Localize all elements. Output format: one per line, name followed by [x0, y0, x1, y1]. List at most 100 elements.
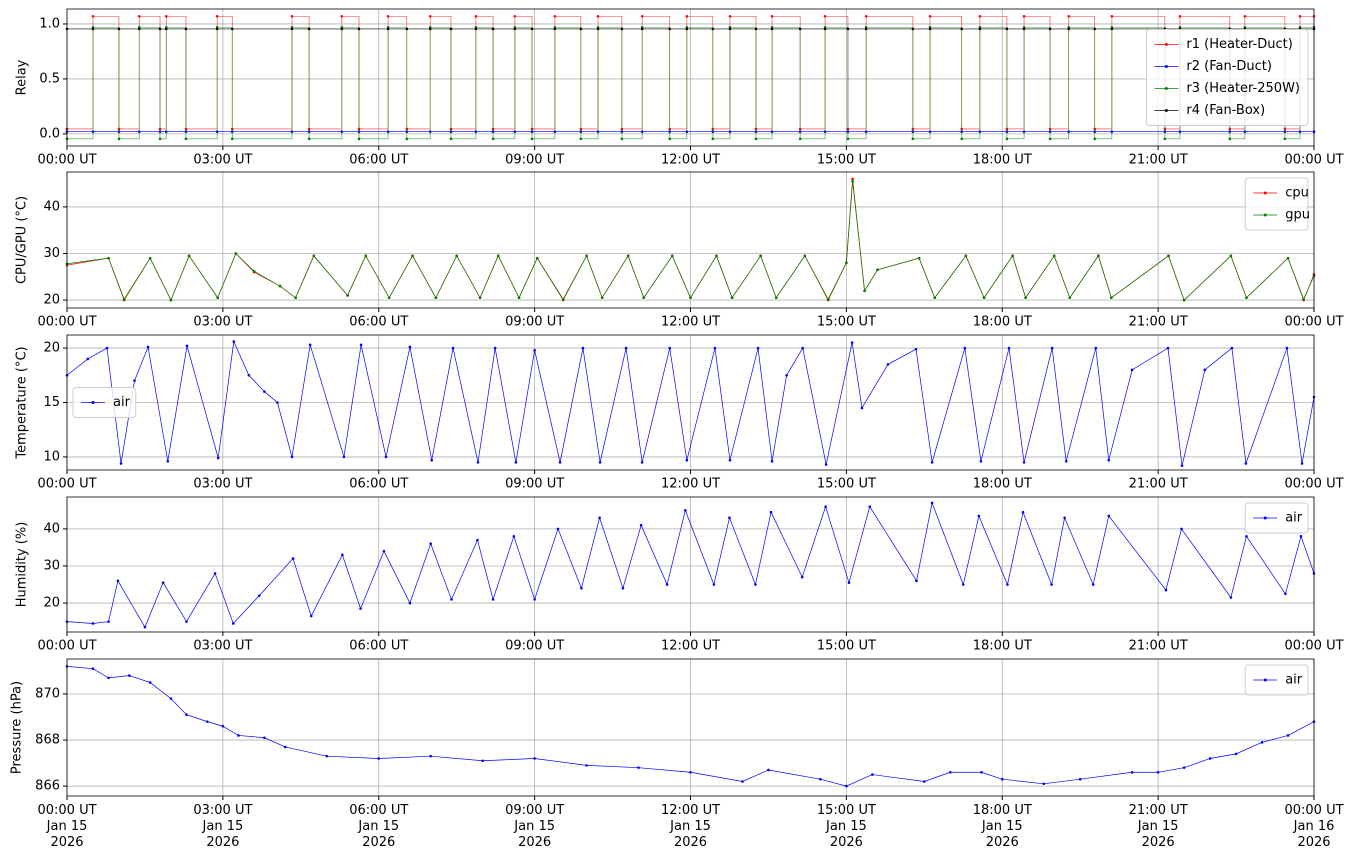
x-tick-label: 00:00 UT — [37, 477, 96, 492]
x-tick-label: 00:00 UT — [1284, 639, 1343, 654]
data-point — [1180, 527, 1183, 531]
y-axis-label: CPU/GPU (°C) — [15, 196, 30, 284]
data-point — [668, 137, 672, 141]
data-point — [276, 401, 279, 404]
data-point — [1299, 535, 1303, 538]
data-point — [960, 137, 964, 141]
data-point — [455, 254, 458, 258]
y-axis-label: Temperature (°C) — [15, 346, 30, 459]
data-point — [1093, 137, 1097, 141]
legend-label: air — [1285, 511, 1303, 526]
data-point — [756, 346, 760, 350]
data-point — [711, 27, 715, 31]
data-point — [1298, 14, 1302, 18]
y-axis-label: Relay — [15, 59, 30, 95]
data-point — [1166, 346, 1170, 350]
panel: 00:00 UT 03:00 UT 06:00 UT 09:00 UT 12:00 UT… — [15, 8, 1344, 168]
x-tick-label: 09:00 UT — [505, 153, 564, 168]
data-point — [230, 137, 234, 141]
data-point — [377, 757, 381, 760]
data-point — [342, 455, 346, 459]
data-point — [535, 256, 539, 260]
data-point — [1050, 583, 1053, 586]
data-point — [340, 27, 344, 31]
data-point — [346, 294, 349, 297]
plot-frame — [66, 8, 1315, 147]
data-point — [911, 27, 915, 31]
data-point — [387, 296, 391, 300]
data-point — [166, 459, 170, 463]
data-point — [668, 27, 672, 31]
x-tick-label: 06:00 UT — [349, 477, 408, 492]
data-point — [116, 579, 120, 583]
data-point — [978, 14, 982, 18]
x-tick-label: 18:00 UT — [973, 639, 1032, 654]
legend-label: air — [113, 395, 131, 410]
data-point — [451, 346, 455, 350]
data-point — [386, 27, 390, 31]
data-point — [1064, 459, 1068, 463]
data-point — [1245, 296, 1248, 300]
data-point — [712, 583, 716, 586]
legend-label: air — [1285, 673, 1303, 688]
data-point — [621, 586, 625, 590]
data-point — [915, 579, 918, 583]
data-point — [216, 296, 219, 300]
data-point — [851, 177, 854, 181]
data-point — [730, 296, 734, 300]
data-point — [826, 297, 830, 301]
data-point — [359, 607, 362, 610]
data-point — [553, 14, 557, 18]
data-point — [863, 289, 866, 293]
y-axis-label: Pressure (hPa) — [10, 681, 25, 774]
data-point — [585, 254, 588, 258]
data-point — [1006, 583, 1009, 586]
data-point — [364, 254, 368, 258]
data-point — [596, 14, 600, 18]
data-point — [231, 622, 235, 625]
data-point — [1048, 27, 1052, 31]
data-point — [161, 581, 165, 584]
data-point — [184, 27, 188, 31]
data-point — [803, 254, 807, 258]
data-point — [689, 770, 692, 774]
data-point — [137, 14, 141, 18]
y-tick-label: 20 — [43, 596, 60, 611]
data-point — [579, 137, 583, 141]
data-point — [600, 296, 604, 300]
legend: r1 (Heater-Duct) r2 (Fan-Duct) r3 (Heater-… — [1145, 29, 1309, 126]
data-point — [408, 345, 412, 349]
data-point — [728, 27, 732, 31]
data-point — [185, 620, 188, 623]
data-point — [164, 14, 168, 18]
data-point — [143, 625, 147, 629]
data-point — [263, 390, 266, 393]
y-tick-label: 870 — [35, 686, 60, 701]
data-point — [850, 341, 854, 344]
data-point — [533, 348, 536, 352]
y-tick-label: 20 — [43, 341, 60, 356]
data-point — [1234, 752, 1238, 756]
x-tick-label: 06:00 UT — [349, 153, 408, 168]
data-point — [1052, 254, 1056, 258]
data-point — [359, 343, 363, 347]
data-point — [864, 14, 868, 18]
data-point — [107, 620, 110, 623]
legend-label: cpu — [1285, 186, 1309, 201]
data-point — [581, 346, 585, 350]
data-point — [596, 27, 600, 31]
data-point — [309, 614, 313, 618]
legend-marker — [1164, 65, 1168, 68]
data-point — [1130, 368, 1134, 372]
legend-label: gpu — [1285, 208, 1310, 223]
data-point — [1243, 14, 1247, 18]
data-point — [117, 27, 121, 31]
data-point — [449, 137, 453, 141]
data-point — [213, 572, 217, 575]
data-point — [868, 505, 872, 508]
data-point — [845, 261, 848, 265]
x-tick-label: 21:00 UT — [1129, 639, 1188, 654]
data-point — [1229, 596, 1233, 599]
data-point — [1024, 296, 1027, 300]
data-point — [405, 137, 409, 141]
